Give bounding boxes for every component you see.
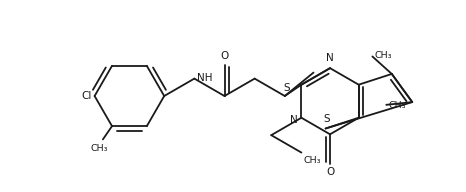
Text: N: N [289, 115, 297, 125]
Text: CH₃: CH₃ [375, 51, 392, 60]
Text: N: N [326, 53, 334, 63]
Text: NH: NH [197, 73, 212, 83]
Text: O: O [326, 167, 334, 177]
Text: CH₃: CH₃ [303, 156, 321, 165]
Text: Cl: Cl [81, 91, 91, 101]
Text: CH₃: CH₃ [91, 144, 108, 153]
Text: O: O [220, 51, 229, 61]
Text: S: S [323, 113, 330, 123]
Text: S: S [283, 83, 290, 93]
Text: CH₃: CH₃ [389, 101, 406, 110]
